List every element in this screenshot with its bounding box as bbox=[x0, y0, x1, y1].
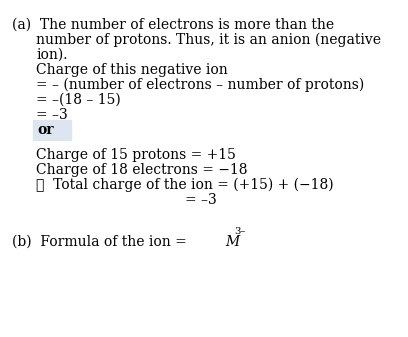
Text: number of protons. Thus, it is an anion (negative: number of protons. Thus, it is an anion … bbox=[36, 33, 381, 48]
Text: = –(18 – 15): = –(18 – 15) bbox=[36, 93, 121, 107]
Text: = –3: = –3 bbox=[185, 193, 217, 207]
Text: or: or bbox=[37, 123, 53, 137]
FancyBboxPatch shape bbox=[33, 120, 71, 140]
Text: (b)  Formula of the ion =: (b) Formula of the ion = bbox=[12, 235, 191, 249]
Text: ion).: ion). bbox=[36, 48, 67, 62]
Text: 3–: 3– bbox=[234, 227, 245, 236]
Text: = – (number of electrons – number of protons): = – (number of electrons – number of pro… bbox=[36, 78, 364, 92]
Text: Charge of this negative ion: Charge of this negative ion bbox=[36, 63, 228, 77]
Text: = –3: = –3 bbox=[36, 108, 68, 122]
Text: ∴  Total charge of the ion = (+15) + (−18): ∴ Total charge of the ion = (+15) + (−18… bbox=[36, 178, 334, 192]
Text: (a)  The number of electrons is more than the: (a) The number of electrons is more than… bbox=[12, 18, 334, 32]
Text: M: M bbox=[225, 235, 239, 249]
Text: Charge of 18 electrons = −18: Charge of 18 electrons = −18 bbox=[36, 163, 248, 177]
Text: Charge of 15 protons = +15: Charge of 15 protons = +15 bbox=[36, 148, 236, 162]
